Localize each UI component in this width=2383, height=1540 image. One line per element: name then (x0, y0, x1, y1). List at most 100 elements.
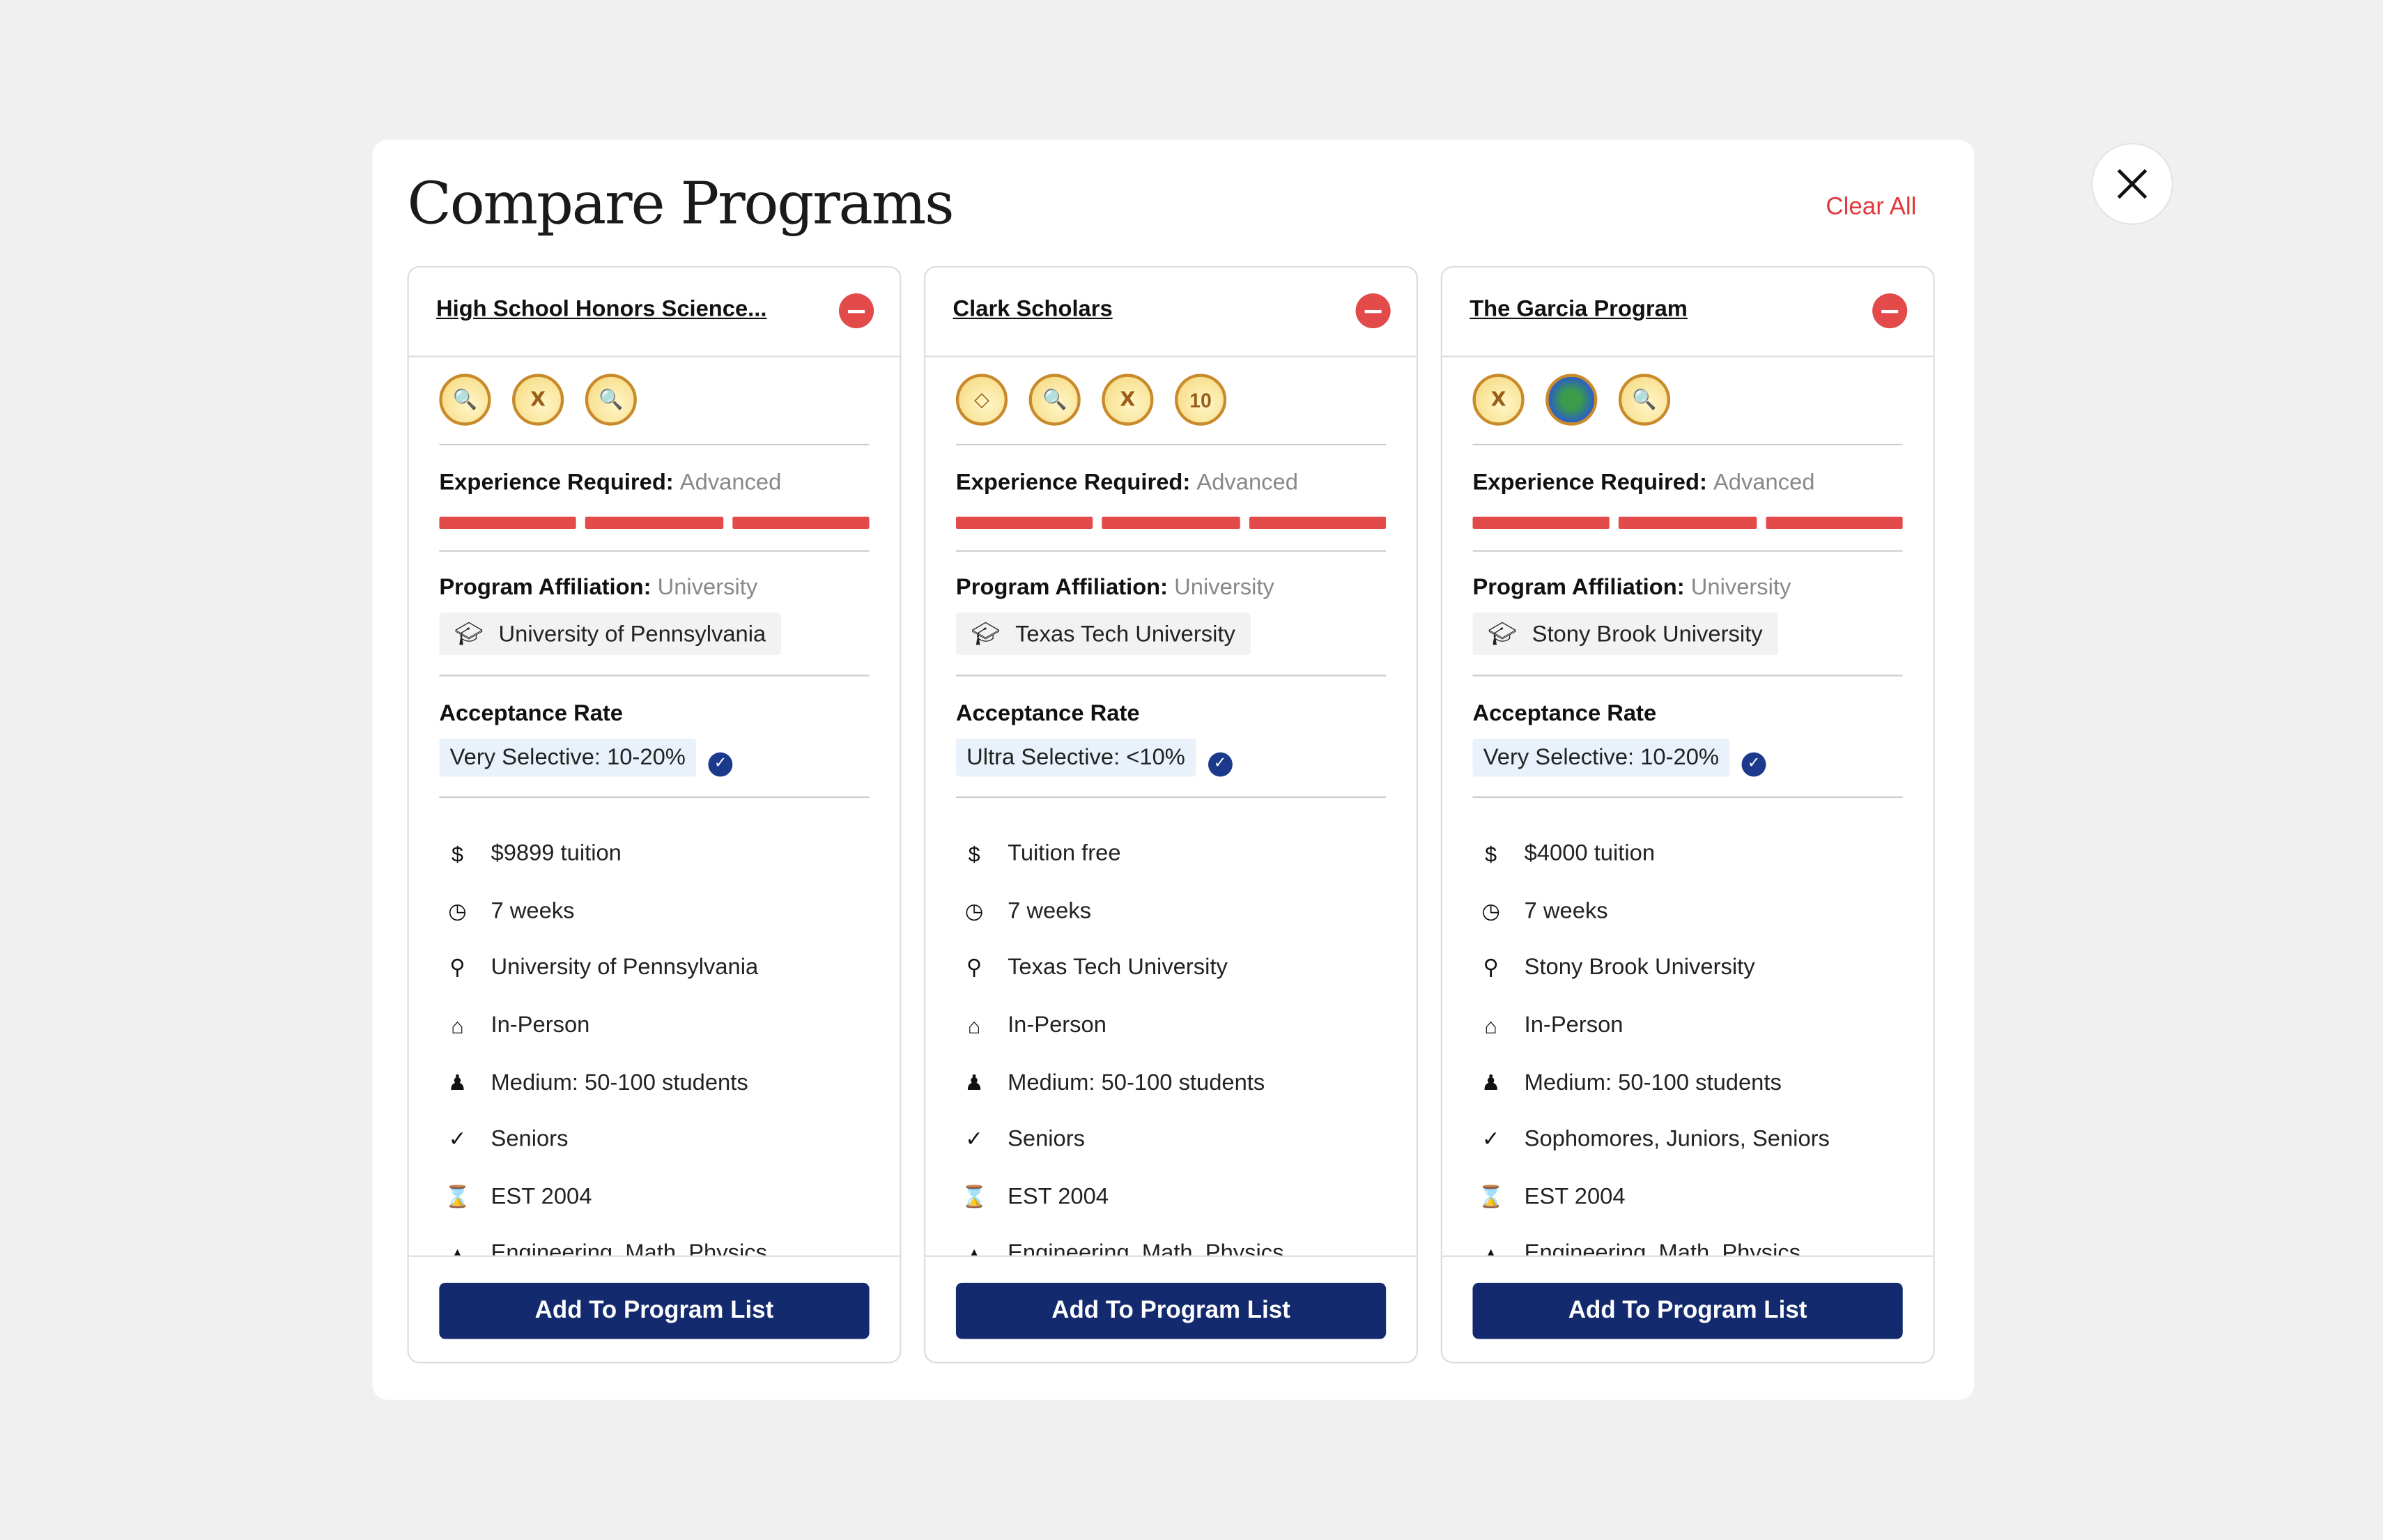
document-search-badge-icon: 🔍 (1028, 374, 1081, 426)
experience-level-bars (1472, 516, 1903, 530)
program-name-link[interactable]: The Garcia Program (1470, 296, 1688, 323)
add-to-program-list-button[interactable]: Add To Program List (955, 1282, 1387, 1339)
detail-item: ⌂ In-Person (956, 996, 1386, 1054)
remove-program-button[interactable] (1355, 293, 1391, 329)
detail-item: ⚲ Texas Tech University (956, 939, 1386, 996)
group-icon: ♟ (447, 1069, 468, 1094)
check-icon: ✓ (1481, 1126, 1500, 1151)
dollar-icon: $ (451, 841, 463, 866)
affiliation-label: Program Affiliation: University (955, 574, 1274, 601)
graduation-cap-icon: 🎓︎ (454, 622, 484, 648)
verified-icon: ✓ (1741, 752, 1766, 777)
clock-icon: ◷ (448, 898, 467, 923)
detail-item: $ $4000 tuition (1472, 825, 1902, 882)
detail-item: ◷ 7 weeks (439, 882, 869, 939)
remove-program-button[interactable] (1872, 293, 1908, 329)
10-badge-icon: 10 (1174, 374, 1227, 426)
acceptance-chip: Ultra Selective: <10% (955, 739, 1196, 777)
globe-badge-icon (1545, 374, 1598, 426)
acceptance-label: Acceptance Rate (955, 700, 1140, 727)
location-pin-icon: ⚲ (1483, 955, 1499, 980)
detail-item: ⌛ EST 2004 (956, 1168, 1386, 1225)
in-person-icon: ⌂ (967, 1012, 981, 1038)
experience-bar (1765, 516, 1903, 530)
detail-item: ⚲ University of Pennsylvania (439, 939, 869, 996)
clock-icon: ◷ (1481, 898, 1500, 923)
detail-item: ✓ Seniors (439, 1111, 869, 1168)
affiliation-label: Program Affiliation: University (439, 574, 758, 601)
acceptance-label: Acceptance Rate (439, 700, 624, 727)
subject-icon: ▲ (1480, 1241, 1502, 1256)
detail-item: ⌛ EST 2004 (1472, 1168, 1902, 1225)
group-icon: ♟ (964, 1069, 984, 1094)
affiliation-chip: 🎓︎ University of Pennsylvania (439, 612, 782, 656)
detail-item: ⌂ In-Person (439, 996, 869, 1054)
program-card: Clark Scholars ◇ 🔍 Ⅹ 10 Experience Required… (924, 265, 1418, 1364)
close-button[interactable] (2091, 143, 2173, 225)
close-icon (2117, 169, 2147, 199)
detail-item: ✓ Seniors (956, 1111, 1386, 1168)
column-badge-icon: Ⅹ (1472, 374, 1525, 426)
detail-item: $ $9899 tuition (439, 825, 869, 882)
acceptance-label: Acceptance Rate (1472, 700, 1657, 727)
experience-bar (1102, 516, 1240, 530)
column-badge-icon: Ⅹ (512, 374, 564, 426)
document-search-badge-icon: 🔍 (439, 374, 491, 426)
location-pin-icon: ⚲ (966, 955, 982, 980)
detail-item: ✓ Sophomores, Juniors, Seniors (1472, 1111, 1902, 1168)
detail-item: ◷ 7 weeks (956, 882, 1386, 939)
detail-item: ♟ Medium: 50-100 students (956, 1054, 1386, 1111)
affiliation-chip: 🎓︎ Texas Tech University (955, 612, 1251, 656)
document-search-badge-icon: 🔍 (585, 374, 637, 426)
detail-item: ◷ 7 weeks (1472, 882, 1902, 939)
detail-item: ⌛ EST 2004 (439, 1168, 869, 1225)
experience-label: Experience Required: Advanced (955, 469, 1298, 496)
clear-all-button[interactable]: Clear All (1826, 194, 1917, 221)
dollar-icon: $ (968, 841, 980, 866)
detail-item: ♟ Medium: 50-100 students (439, 1054, 869, 1111)
dollar-icon: $ (1485, 841, 1497, 866)
hourglass-icon: ⌛ (1477, 1183, 1504, 1208)
experience-bar (1619, 516, 1757, 530)
column-badge-icon: Ⅹ (1102, 374, 1154, 426)
subject-icon: ▲ (963, 1241, 985, 1256)
acceptance-chip: Very Selective: 10-20% (439, 739, 697, 777)
graduation-cap-icon: 🎓︎ (1488, 622, 1517, 648)
subject-icon: ▲ (447, 1241, 468, 1256)
check-icon: ✓ (448, 1126, 467, 1151)
add-to-program-list-button[interactable]: Add To Program List (439, 1282, 870, 1339)
verified-icon: ✓ (1208, 752, 1233, 777)
detail-item: ⌂ In-Person (1472, 996, 1902, 1054)
detail-item: ▲ Engineering, Math, Physics (1472, 1225, 1902, 1256)
acceptance-chip: Very Selective: 10-20% (1472, 739, 1730, 777)
detail-item: $ Tuition free (956, 825, 1386, 882)
hourglass-icon: ⌛ (961, 1183, 988, 1208)
detail-item: ▲ Engineering, Math, Physics (956, 1225, 1386, 1256)
experience-bar (439, 516, 577, 530)
group-icon: ♟ (1481, 1069, 1501, 1094)
graduation-cap-icon: 🎓︎ (971, 622, 1001, 648)
experience-bar (955, 516, 1093, 530)
in-person-icon: ⌂ (1484, 1012, 1497, 1038)
program-name-link[interactable]: High School Honors Science... (435, 296, 767, 323)
experience-level-bars (955, 516, 1387, 530)
add-to-program-list-button[interactable]: Add To Program List (1472, 1282, 1903, 1339)
program-card: High School Honors Science... 🔍 Ⅹ 🔍 Experi… (407, 265, 902, 1364)
detail-item: ▲ Engineering, Math, Physics (439, 1225, 869, 1256)
experience-label: Experience Required: Advanced (1472, 469, 1815, 496)
diamond-badge-icon: ◇ (955, 374, 1008, 426)
detail-item: ⚲ Stony Brook University (1472, 939, 1902, 996)
compare-modal: Compare Programs Clear All High School H… (372, 139, 1975, 1400)
affiliation-chip: 🎓︎ Stony Brook University (1472, 612, 1778, 656)
experience-bar (585, 516, 723, 530)
check-icon: ✓ (965, 1126, 983, 1151)
remove-program-button[interactable] (838, 293, 874, 329)
location-pin-icon: ⚲ (449, 955, 465, 980)
program-name-link[interactable]: Clark Scholars (953, 296, 1113, 323)
experience-level-bars (439, 516, 870, 530)
document-search-badge-icon: 🔍 (1618, 374, 1671, 426)
hourglass-icon: ⌛ (444, 1183, 471, 1208)
verified-icon: ✓ (708, 752, 733, 777)
program-card: The Garcia Program Ⅹ 🔍 Experience Require… (1440, 265, 1935, 1364)
page-title: Compare Programs (407, 170, 955, 238)
